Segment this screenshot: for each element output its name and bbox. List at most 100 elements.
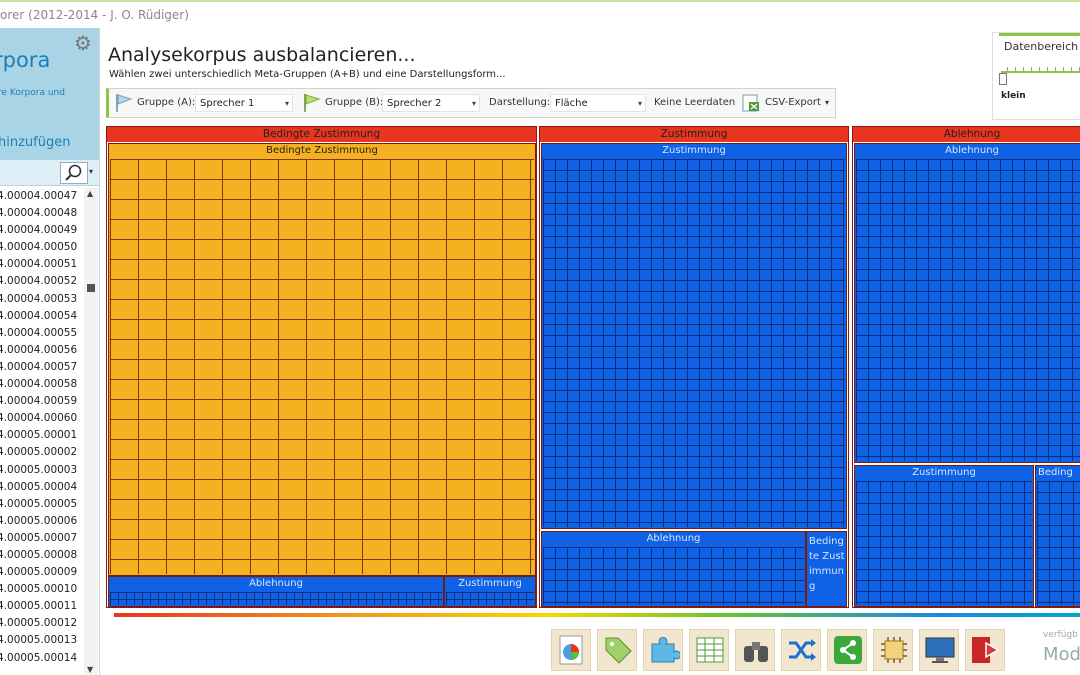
file-list-item[interactable]: 4.00004.00048 (0, 207, 78, 220)
treemap-subgroup[interactable]: Zustimmung (541, 143, 847, 529)
data-range-slider[interactable] (1001, 71, 1080, 73)
data-range-thumb[interactable] (999, 73, 1007, 85)
treemap-subgroup[interactable]: Ablehnung (854, 143, 1080, 463)
treemap-subgroup-label: Zustimmung (855, 466, 1033, 480)
file-list-item[interactable]: 4.00005.00010 (0, 583, 78, 596)
no-empty-data-toggle[interactable]: Keine Leerdaten (654, 97, 736, 108)
csv-export-button[interactable]: CSV-Export (765, 97, 821, 108)
table-icon (696, 637, 724, 663)
toolbar-overflow-icon[interactable]: ▾ (825, 98, 830, 107)
add-corpus-link[interactable]: hinzufügen (0, 135, 71, 150)
treemap-subgroup[interactable]: Ablehnung (541, 531, 806, 607)
treemap-subgroup[interactable]: Beding (1035, 465, 1080, 607)
file-list-scrollbar[interactable]: ▲ ▼ (84, 188, 98, 675)
chevron-down-icon: ▾ (637, 99, 642, 108)
puzzle-button[interactable] (643, 629, 683, 671)
file-list-item[interactable]: 4.00004.00058 (0, 378, 78, 391)
file-list-item[interactable]: 4.00004.00060 (0, 412, 78, 425)
search-dropdown-icon[interactable]: ▾ (89, 167, 94, 176)
file-list-item[interactable]: 4.00004.00052 (0, 275, 78, 288)
treemap-subgroup[interactable]: Bedingte Zustimmung (108, 143, 536, 576)
file-list-item[interactable]: 4.00005.00014 (0, 651, 78, 664)
share-button[interactable] (827, 629, 867, 671)
treemap-subgroup[interactable]: Ablehnung (108, 576, 444, 607)
sidebar-subtitle: re Korpora und (0, 88, 65, 98)
range-ticks (1007, 67, 1080, 73)
gear-icon[interactable]: ⚙ (74, 31, 92, 55)
scroll-up-icon[interactable]: ▲ (87, 189, 94, 198)
file-list-item[interactable]: 4.00005.00005 (0, 497, 78, 510)
monitor-icon (925, 637, 955, 663)
group-a-select[interactable]: Sprecher 1 ▾ (195, 94, 293, 112)
file-list-item[interactable]: 4.00005.00008 (0, 548, 78, 561)
file-list-item[interactable]: 4.00004.00056 (0, 343, 78, 356)
file-list-item[interactable]: 4.00004.00057 (0, 360, 78, 373)
treemap-cells (543, 547, 804, 605)
data-range-value: klein (1001, 91, 1026, 101)
shuffle-icon (789, 639, 816, 661)
file-list-item[interactable]: 4.00005.00002 (0, 446, 78, 459)
treemap-group[interactable]: Bedingte Zustimmung Bedingte Zustimmung … (106, 126, 537, 608)
search-icon (65, 164, 82, 181)
file-list-item[interactable]: 4.00005.00003 (0, 463, 78, 476)
pie-chart-icon (559, 635, 583, 665)
treemap-group-label: Zustimmung (540, 127, 848, 142)
treemap-group-label: Ablehnung (853, 127, 1080, 142)
treemap-subgroup[interactable]: Zustimmung (854, 465, 1034, 607)
file-list-item[interactable]: 4.00005.00006 (0, 514, 78, 527)
file-list-item[interactable]: 4.00005.00013 (0, 634, 78, 647)
file-list-item[interactable]: 4.00004.00055 (0, 326, 78, 339)
treemap-cells (856, 159, 1080, 461)
file-list-item[interactable]: 4.00004.00047 (0, 190, 78, 202)
exit-button[interactable] (965, 629, 1005, 671)
file-list-item[interactable]: 4.00004.00054 (0, 309, 78, 322)
file-list-item[interactable]: 4.00004.00059 (0, 395, 78, 408)
display-select[interactable]: Fläche ▾ (550, 94, 646, 112)
monitor-button[interactable] (919, 629, 959, 671)
treemap-cells (1037, 481, 1080, 605)
shuffle-button[interactable] (781, 629, 821, 671)
file-list-item[interactable]: 4.00005.00011 (0, 600, 78, 613)
data-range-panel: Datenbereich klein (992, 32, 1080, 120)
treemap-subgroup-label: Ablehnung (855, 144, 1080, 158)
chevron-down-icon: ▾ (284, 99, 289, 108)
page-subtitle: Wählen zwei unterschiedlich Meta-Gruppen… (109, 69, 506, 80)
group-b-select[interactable]: Sprecher 2 ▾ (382, 94, 480, 112)
file-list-item[interactable]: 4.00004.00053 (0, 292, 78, 305)
file-list-item[interactable]: 4.00004.00049 (0, 224, 78, 237)
tag-icon (605, 637, 632, 664)
search-button[interactable] (60, 162, 88, 184)
file-list-item[interactable]: 4.00004.00051 (0, 258, 78, 271)
file-list-item[interactable]: 4.00005.00012 (0, 617, 78, 630)
group-b-label: Gruppe (B): (325, 97, 384, 108)
file-list-item[interactable]: 4.00005.00007 (0, 531, 78, 544)
table-button[interactable] (689, 629, 729, 671)
treemap-subgroup[interactable]: Zustimmung (444, 576, 536, 607)
treemap-group[interactable]: Zustimmung Zustimmung Ablehnung Bedingte… (539, 126, 849, 608)
share-icon (834, 636, 862, 664)
scroll-thumb[interactable] (87, 284, 95, 292)
pie-chart-button[interactable] (551, 629, 591, 671)
file-list: 4.00004.00047 4.00004.00048 4.00004.00049 4… (0, 188, 84, 667)
treemap-subgroup-label: Beding (1036, 466, 1080, 480)
chip-button[interactable] (873, 629, 913, 671)
tool-icon-row (551, 629, 1031, 673)
sidebar-header: rpora re Korpora und hinzufügen ⚙ (0, 28, 99, 160)
file-list-item[interactable]: 4.00004.00050 (0, 241, 78, 254)
treemap-group[interactable]: Ablehnung Ablehnung Zustimmung Beding (852, 126, 1080, 608)
scroll-down-icon[interactable]: ▼ (87, 665, 94, 674)
file-list-item[interactable]: 4.00005.00004 (0, 480, 78, 493)
binoculars-button[interactable] (735, 629, 775, 671)
treemap-subgroup-label: Zustimmung (445, 577, 535, 591)
file-list-item[interactable]: 4.00005.00001 (0, 429, 78, 442)
treemap-cells (856, 481, 1032, 605)
treemap-subgroup-label: Ablehnung (109, 577, 443, 591)
sidebar: rpora re Korpora und hinzufügen ⚙ ▾ 4.00… (0, 28, 100, 675)
treemap: Bedingte Zustimmung Bedingte Zustimmung … (106, 126, 1080, 608)
treemap-subgroup[interactable]: Bedingte Zustimmung (806, 531, 847, 607)
file-list-item[interactable]: 4.00005.00009 (0, 566, 78, 579)
tag-button[interactable] (597, 629, 637, 671)
exit-icon (972, 637, 1000, 663)
mode-caption: verfügb (1043, 630, 1078, 640)
mode-label: Mod (1043, 644, 1080, 665)
